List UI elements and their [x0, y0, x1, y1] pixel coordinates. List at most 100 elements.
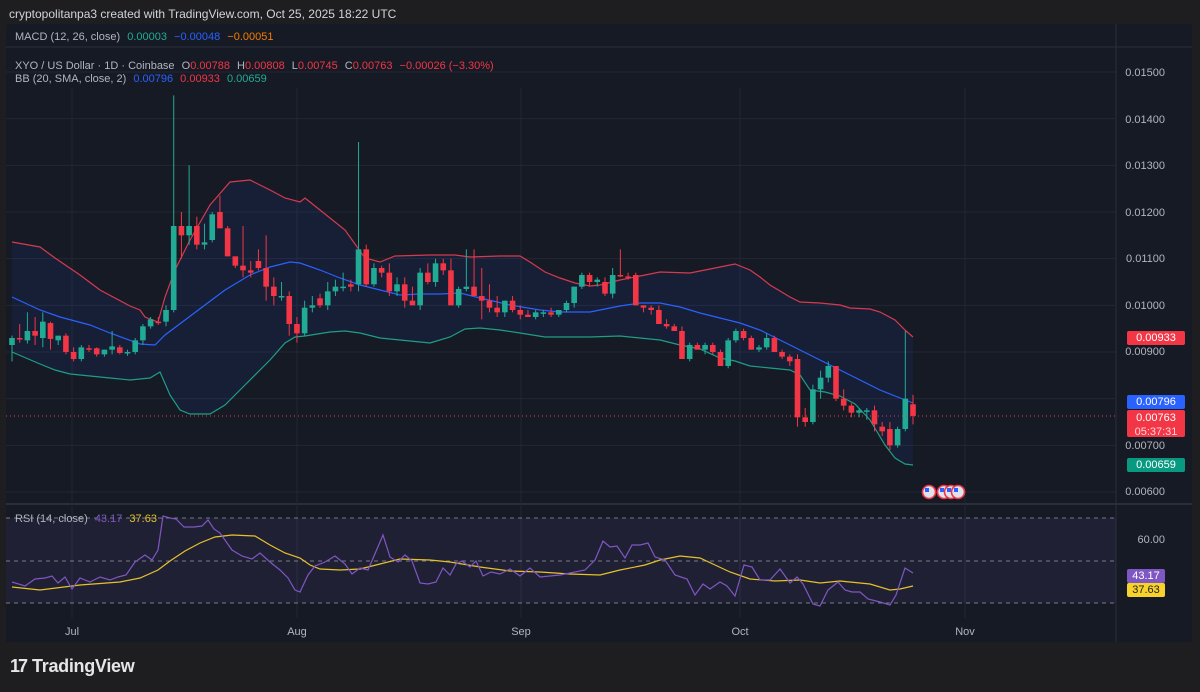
price-change: −0.00026 (−3.30%) [399, 60, 494, 72]
rsi-ma-value: 37.63 [129, 513, 157, 525]
low-label: L [291, 60, 298, 72]
candle [856, 410, 862, 413]
candle [833, 366, 839, 399]
candle [278, 296, 285, 298]
candle [16, 338, 23, 340]
candle [217, 212, 223, 229]
bb-basis-tag: 0.00796 [1127, 395, 1185, 409]
candle [409, 300, 416, 306]
candle [478, 296, 485, 301]
rsi-tick-60: 60.00 [1137, 534, 1165, 546]
candle [47, 323, 54, 339]
rsi-value: 43.17 [94, 513, 123, 525]
candle [348, 284, 354, 287]
candle [271, 286, 277, 297]
candle [86, 348, 92, 350]
low-value: 0.00745 [297, 60, 338, 72]
candle [63, 335, 69, 353]
candle [301, 307, 308, 334]
candle [586, 275, 593, 283]
candle [771, 338, 778, 353]
time-tick-jul: Jul [64, 626, 80, 638]
candle [93, 348, 100, 355]
candle [840, 398, 847, 406]
price-tick: 0.00600 [1125, 486, 1165, 498]
candle [810, 389, 816, 423]
bb-lower-value: 0.00659 [226, 73, 267, 85]
tradingview-logo[interactable]: 17 TradingView [10, 656, 135, 677]
candle [848, 405, 855, 413]
candle [579, 275, 585, 287]
candle [155, 321, 162, 324]
candle [355, 249, 362, 285]
candle [186, 226, 192, 236]
candle [432, 263, 439, 283]
ohlc-high: H0.00808 [237, 60, 285, 72]
candle [679, 331, 685, 360]
candle [910, 404, 916, 416]
candle [863, 410, 870, 412]
candle [532, 312, 539, 318]
candle [817, 377, 824, 390]
candle [632, 275, 639, 306]
bb-legend[interactable]: BB (20, SMA, close, 2) 0.00796 0.00933 0… [15, 73, 271, 85]
candle [555, 310, 562, 315]
candle [656, 310, 662, 325]
price-tick: 0.01000 [1125, 300, 1165, 312]
candle [486, 300, 493, 308]
candle [324, 291, 331, 306]
candle [332, 286, 339, 292]
close-label: C [344, 60, 353, 72]
candle [763, 338, 770, 348]
candle [394, 284, 400, 292]
price-tick: 0.00900 [1125, 346, 1165, 358]
bb-lower-tag: 0.00659 [1127, 458, 1185, 472]
macd-value-1: 0.00003 [127, 31, 167, 43]
rsi-ma-tag: 37.63 [1127, 583, 1165, 597]
ohlc-low: L0.00745 [292, 60, 338, 72]
candle [740, 331, 747, 339]
candle [548, 312, 554, 315]
candle [163, 310, 169, 322]
candle [902, 398, 909, 430]
time-tick-sep: Sep [511, 626, 531, 638]
candle [170, 226, 177, 311]
ohlc-close: C0.00763 [345, 60, 393, 72]
price-tick: 0.01300 [1125, 160, 1165, 172]
candle [702, 345, 708, 350]
candle [78, 347, 85, 360]
candle [448, 270, 454, 306]
candle [779, 352, 785, 357]
rsi-label: RSI (14, close) [15, 513, 88, 525]
time-tick-oct: Oct [731, 626, 749, 638]
candle [371, 268, 377, 285]
bb-upper-value: 0.00933 [180, 73, 220, 85]
bb-basis-value: 0.00796 [133, 73, 174, 85]
bb-upper-tag: 0.00933 [1127, 331, 1185, 345]
candle [263, 268, 269, 287]
candle [240, 265, 246, 271]
candle [609, 275, 616, 294]
candle [686, 345, 693, 360]
candle [894, 429, 901, 446]
candle [124, 352, 131, 354]
candle [401, 284, 408, 301]
last-price: 0.00763 [1136, 412, 1176, 424]
high-label: H [237, 60, 245, 72]
candle [455, 289, 462, 306]
close-value: 0.00763 [352, 60, 393, 72]
candle [70, 352, 77, 360]
candle [55, 335, 62, 341]
rsi-legend[interactable]: RSI (14, close) 43.17 37.63 [15, 513, 161, 525]
candle [887, 429, 893, 446]
candle [378, 268, 385, 273]
candle [417, 272, 423, 306]
candle [563, 303, 570, 311]
symbol-legend[interactable]: XYO / US Dollar · 1D · Coinbase O0.00788… [15, 60, 498, 72]
candle [717, 352, 724, 367]
candle [24, 331, 31, 341]
macd-value-3: −0.00051 [227, 31, 274, 43]
candle [201, 242, 208, 245]
macd-legend[interactable]: MACD (12, 26, close) 0.00003 −0.00048 −0… [15, 31, 277, 43]
